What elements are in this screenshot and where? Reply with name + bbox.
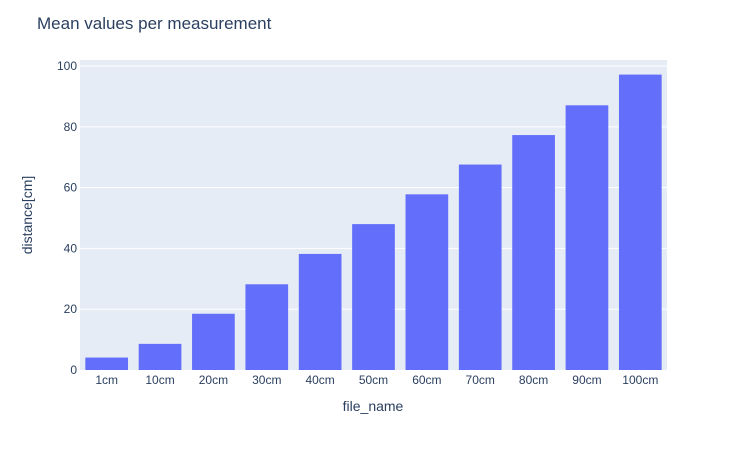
bar-100cm[interactable]	[618, 74, 662, 371]
y-tick-label: 60	[64, 181, 78, 195]
bars	[85, 74, 662, 371]
x-tick-label: 1cm	[95, 373, 118, 387]
y-tick-label: 20	[64, 302, 78, 316]
bar-30cm[interactable]	[245, 284, 289, 370]
y-tick-label: 80	[64, 120, 78, 134]
x-tick-label: 30cm	[252, 373, 281, 387]
y-tick-label: 100	[57, 59, 77, 73]
bar-50cm[interactable]	[352, 224, 395, 370]
x-tick-label: 70cm	[466, 373, 495, 387]
bar-80cm[interactable]	[512, 135, 555, 370]
x-tick-label: 60cm	[412, 373, 441, 387]
x-tick-label: 80cm	[519, 373, 548, 387]
y-axis-title: distance[cm]	[19, 176, 35, 255]
chart-title: Mean values per measurement	[37, 14, 272, 33]
y-tick-label: 40	[64, 241, 78, 255]
x-tick-label: 50cm	[359, 373, 388, 387]
y-tick-label: 0	[70, 363, 77, 377]
x-tick-label: 100cm	[622, 373, 658, 387]
bar-10cm[interactable]	[138, 343, 182, 370]
x-tick-label: 20cm	[199, 373, 228, 387]
x-tick-label: 40cm	[305, 373, 334, 387]
bar-60cm[interactable]	[405, 194, 449, 370]
bar-70cm[interactable]	[458, 164, 502, 370]
bar-40cm[interactable]	[298, 253, 342, 370]
x-tick-label: 90cm	[572, 373, 601, 387]
x-axis-ticks: 1cm 10cm 20cm 30cm 40cm 50cm 60cm 70cm 80cm 90cm 1…	[95, 373, 658, 387]
bar-1cm[interactable]	[85, 357, 129, 370]
y-axis-ticks: 0 20 40 60 80 100	[57, 59, 77, 377]
bar-90cm[interactable]	[565, 105, 609, 371]
bar-20cm[interactable]	[192, 313, 235, 370]
x-axis-title: file_name	[343, 398, 404, 414]
x-tick-label: 10cm	[145, 373, 174, 387]
